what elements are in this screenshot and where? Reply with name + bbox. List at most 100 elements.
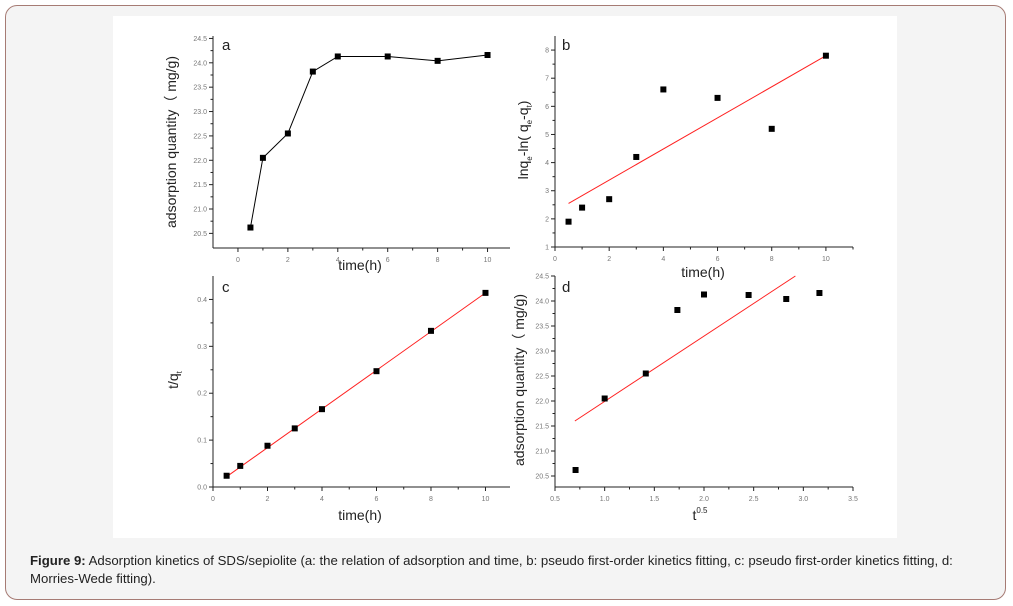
data-point [223,472,230,479]
y-tick-label: 0.2 [197,391,207,398]
x-tick-label: 8 [770,256,774,263]
data-point [783,296,790,302]
y-tick-label: 24.0 [193,60,207,67]
x-tick-label: 8 [429,496,433,503]
fit-line [568,55,827,204]
y-tick-label: 0.1 [197,438,207,445]
y-tick-label: 23.5 [193,85,207,92]
data-point [660,86,667,93]
x-tick-label: 6 [716,256,720,263]
data-point [434,57,441,64]
y-axis-title-sub: e [525,156,534,161]
figure-caption: Figure 9: Adsorption kinetics of SDS/sep… [30,552,990,588]
x-tick-label: 10 [482,496,490,503]
x-tick-label: 6 [386,257,390,264]
x-tick-label: 10 [484,257,492,264]
data-point [714,94,721,101]
data-point [309,68,316,75]
x-axis-title: time(h) [338,507,382,523]
x-tick-label: 0 [211,496,215,503]
y-tick-label: 21.0 [193,207,207,214]
y-axis-title: t/qt [165,370,184,389]
y-axis-title-part: ) [515,101,531,106]
y-axis-title-part: lnq [515,161,531,180]
y-axis-title-part: -q [515,107,531,119]
x-tick-label: 2.5 [749,496,759,503]
y-tick-label: 23.5 [535,324,549,331]
data-point [674,307,681,313]
y-tick-label: 0.0 [197,485,207,492]
y-axis-title-part: t/q [165,373,181,389]
chart-d: 0.5 1.0 1.5 2.0 2.5 3.0 3.5 20.5 21.0 21.5 22.0 22.… [511,274,858,524]
y-tick-label: 3 [545,188,549,195]
fit-line [226,292,486,478]
y-axis-title: lnqe-ln( qe-qt) [515,101,534,180]
caption-text: Adsorption kinetics of SDS/sepiolite (a:… [30,553,953,586]
data-point [565,218,572,225]
y-tick-label: 2 [545,216,549,223]
data-point [291,425,298,432]
y-tick-label: 21.0 [535,449,549,456]
data-line [249,54,488,228]
data-point [484,52,491,59]
data-point [701,291,707,298]
x-tick-label: 0 [553,256,557,263]
x-tick-label: 3.0 [798,496,808,503]
y-tick-label: 21.5 [535,424,549,431]
x-tick-label: 0 [236,257,240,264]
y-tick-label: 6 [545,104,549,111]
data-point [579,204,586,211]
data-point [642,370,649,377]
data-point [334,53,341,60]
x-axis-title: time(h) [681,264,725,280]
y-tick-label: 1 [545,245,549,252]
y-tick-label: 0.3 [197,344,207,351]
data-point [768,125,775,132]
data-point [822,52,829,59]
chart-c: 0 2 4 6 8 10 0.0 0.1 0.2 0.3 0.4 c time(h) t/qt [165,276,510,523]
caption-label: Figure 9: [30,553,86,568]
panel-label: a [222,37,231,54]
x-axis-title: time(h) [338,257,382,273]
data-point [318,406,325,413]
data-point [384,53,391,60]
y-axis-title: adsorption quantity（ mg/g) [511,294,527,466]
x-tick-label: 10 [822,256,830,263]
chart-a: 0 2 4 6 8 10 20.5 21.0 21.5 22.0 22.5 23.0 23.5 24.0 2… [163,36,510,273]
y-tick-label: 5 [545,132,549,139]
x-axis-title-sup: 0.5 [696,506,708,515]
x-tick-label: 2 [266,496,270,503]
x-tick-label: 2.0 [699,496,709,503]
y-tick-label: 24.5 [193,36,207,43]
y-tick-label: 22.5 [535,374,549,381]
y-tick-label: 0.4 [197,297,207,304]
x-tick-label: 8 [436,257,440,264]
x-tick-label: 1.5 [649,496,659,503]
y-tick-label: 23.0 [193,109,207,116]
data-point [606,196,613,203]
data-point [633,153,640,160]
y-tick-label: 20.5 [535,474,549,481]
y-tick-label: 24.5 [535,274,549,281]
x-tick-label: 1.0 [600,496,610,503]
data-point [601,395,608,402]
fit-line [574,275,796,422]
y-tick-label: 24.0 [535,299,549,306]
data-point [745,292,752,298]
y-tick-label: 22.5 [193,133,207,140]
y-tick-label: 8 [545,48,549,55]
data-point [427,327,434,334]
x-tick-label: 4 [661,256,665,263]
x-tick-label: 0.5 [550,496,560,503]
y-tick-label: 4 [545,160,549,167]
y-tick-label: 20.5 [193,231,207,238]
data-point [816,290,823,296]
data-point [284,130,291,137]
x-tick-label: 2 [607,256,611,263]
data-point [247,224,254,231]
x-tick-label: 3.5 [848,496,858,503]
data-point [259,154,266,161]
x-tick-label: 6 [375,496,379,503]
